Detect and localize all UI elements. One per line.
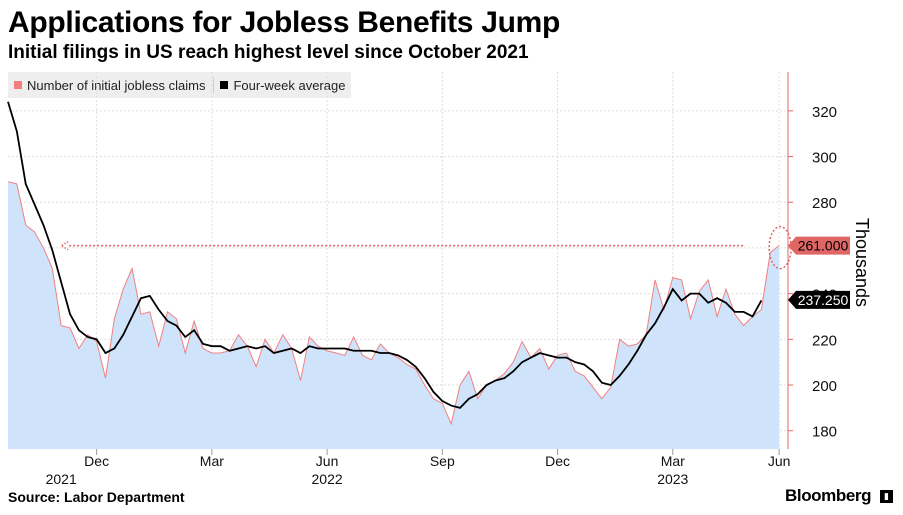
y-tick-label-200: 200: [812, 378, 837, 395]
x-tick-label-1: Mar: [200, 453, 224, 469]
y-tick-label-180: 180: [812, 424, 837, 441]
y-tick-label-280: 280: [812, 195, 837, 212]
x-tick-label-3: Sep: [430, 453, 455, 469]
bloomberg-terminal-icon: ▮: [880, 490, 893, 503]
callout-layer: 261.000 237.250: [59, 225, 850, 309]
callout-1: 237.250: [788, 290, 850, 309]
claims-series-line: [7, 181, 780, 426]
y-tick-label-320: 320: [812, 104, 837, 121]
area-layer: [7, 181, 780, 449]
legend-item-claims: Number of initial jobless claims: [14, 78, 205, 93]
axis-layer: 180200220240260280300320DecMarJunSepDecM…: [46, 72, 837, 487]
source-note: Source: Labor Department: [8, 489, 185, 505]
x-year-label-2022: 2022: [312, 471, 343, 487]
callout-badge-1: [788, 290, 850, 309]
legend-swatch-average: [220, 81, 229, 89]
chart-subtitle: Initial filings in US reach highest leve…: [8, 42, 529, 63]
reference-arrowhead: [59, 241, 69, 251]
callout-badge-0: [788, 236, 850, 255]
x-tick-label-6: Jun: [768, 453, 791, 469]
average-series-line: [7, 101, 763, 409]
y-tick-label-220: 220: [812, 332, 837, 349]
callout-label-0: 261.000: [798, 238, 849, 254]
x-tick-label-2: Jun: [316, 453, 339, 469]
x-year-label-2021: 2021: [46, 471, 77, 487]
legend-item-average: Four-week average: [220, 78, 345, 93]
highlight-circle: [768, 225, 792, 270]
legend-label-average: Four-week average: [233, 77, 346, 93]
legend-divider: [213, 77, 215, 93]
x-tick-label-4: Dec: [545, 453, 570, 469]
callout-0: 261.000: [788, 236, 850, 255]
callout-label-1: 237.250: [798, 292, 849, 308]
legend-swatch-claims: [14, 81, 22, 89]
line-layer: [7, 101, 763, 409]
chart-legend: Number of initial jobless claims Four-we…: [8, 72, 352, 98]
x-tick-label-0: Dec: [84, 453, 109, 469]
x-year-label-2023: 2023: [657, 471, 688, 487]
bloomberg-logo: Bloomberg: [785, 486, 872, 505]
x-tick-label-5: Mar: [661, 453, 685, 469]
claims-area-fill: [8, 181, 780, 449]
y-axis-label: Thousands: [852, 218, 872, 308]
legend-label-claims: Number of initial jobless claims: [27, 77, 206, 93]
chart-title: Applications for Jobless Benefits Jump: [8, 6, 561, 39]
y-tick-label-300: 300: [812, 150, 837, 167]
